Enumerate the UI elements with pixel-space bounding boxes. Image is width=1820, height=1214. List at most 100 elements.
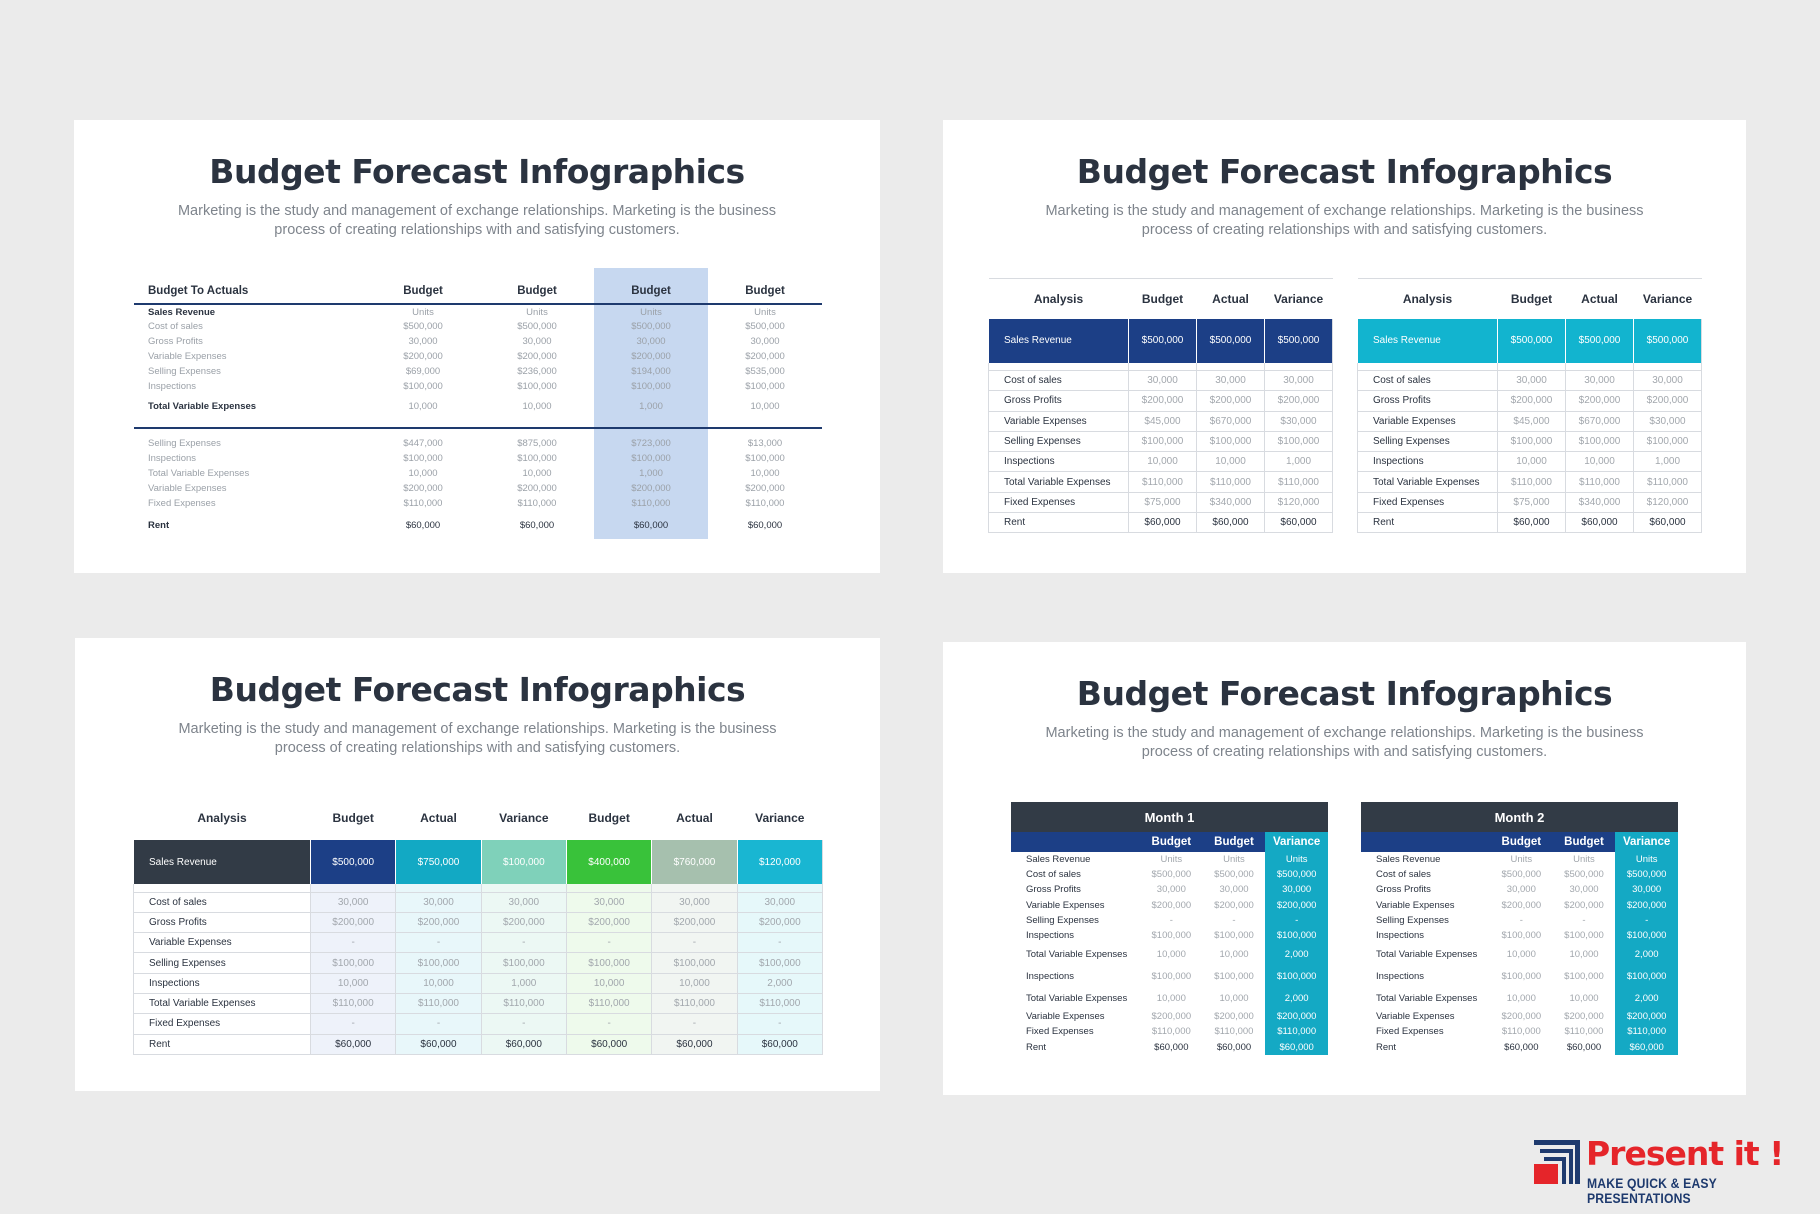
table-cell: $200,000 bbox=[594, 481, 708, 496]
table-row: Rent $60,000 $60,000 $60,000 bbox=[1011, 1039, 1328, 1055]
table-row: Gross Profits $200,000 $200,000 $200,000 bbox=[988, 390, 1333, 412]
table-cell: - bbox=[651, 932, 738, 954]
row-label: Total Variable Expenses bbox=[148, 468, 250, 479]
row-label: Total Variable Expenses bbox=[133, 993, 311, 1015]
table-row: Cost of sales $500,000 $500,000 $500,000 bbox=[1011, 867, 1328, 883]
table-cell: $110,000 bbox=[745, 498, 785, 509]
table-cell: $110,000 bbox=[1128, 471, 1197, 493]
table-cell: $100,000 bbox=[1214, 970, 1254, 982]
table-cell: 10,000 bbox=[1219, 948, 1249, 960]
table-cell: $500,000 bbox=[594, 319, 708, 334]
table-row: Inspections $100,000 $100,000 $100,000 $100,… bbox=[134, 379, 822, 394]
table-cell: $500,000 bbox=[1264, 318, 1333, 363]
row-label: Cost of sales bbox=[988, 370, 1129, 392]
table-cell: $100,000 bbox=[1196, 431, 1265, 453]
row-label: Selling Expenses bbox=[1026, 914, 1099, 926]
table-row: Rent $60,000 $60,000 $60,000 $60,000 $60,000 $… bbox=[133, 1034, 823, 1055]
row-label: Variable Expenses bbox=[1026, 899, 1105, 911]
table-cell: $200,000 bbox=[1214, 899, 1254, 911]
row-label: Variable Expenses bbox=[988, 411, 1129, 432]
subtitle-line: Marketing is the study and management of… bbox=[1045, 203, 1644, 219]
table-cell: $100,000 bbox=[1151, 970, 1192, 982]
table-cell: - bbox=[1169, 914, 1173, 926]
table-cell: $60,000 bbox=[594, 511, 708, 539]
table-cell: 10,000 bbox=[1497, 451, 1566, 473]
analysis-table-teal: Analysis Budget Actual Variance Sales Revenu… bbox=[1357, 278, 1702, 534]
present-it-logo: Present it ! MAKE QUICK & EASY PRESENTAT… bbox=[1534, 1134, 1796, 1206]
table-cell: $110,000 bbox=[1501, 1026, 1541, 1038]
table-header-row: Budget Budget Variance bbox=[1011, 832, 1328, 852]
table-cell: - bbox=[395, 932, 482, 954]
slide-title: Budget Forecast Infographics bbox=[209, 152, 745, 191]
row-label: Cost of sales bbox=[1357, 370, 1498, 392]
table-cell: 30,000 bbox=[1265, 882, 1328, 898]
table-cell: $110,000 bbox=[651, 993, 738, 1015]
table-cell: $200,000 bbox=[1265, 1009, 1328, 1025]
table-row: Inspections $100,000 $100,000 $100,000 bbox=[1361, 965, 1678, 988]
table-cell: $110,000 bbox=[736, 993, 823, 1015]
table-row: Fixed Expenses $110,000 $110,000 $110,000 $1… bbox=[134, 496, 822, 511]
table-cell: $236,000 bbox=[517, 366, 557, 377]
table-cell: $100,000 bbox=[1615, 965, 1678, 988]
table-row: Gross Profits $200,000 $200,000 $200,000 bbox=[1357, 390, 1702, 412]
row-label: Inspections bbox=[1376, 930, 1425, 942]
table-cell: 30,000 bbox=[1633, 370, 1702, 392]
table-cell: $500,000 bbox=[1151, 869, 1192, 881]
table-cell: $60,000 bbox=[1265, 1039, 1328, 1055]
rent-row: Rent $60,000 $60,000 $60,000 $60,000 bbox=[134, 511, 822, 539]
table-cell: $110,000 bbox=[565, 993, 652, 1015]
sales-revenue-row: Sales Revenue $500,000 $500,000 $500,000 bbox=[1357, 318, 1702, 363]
row-label: Inspections bbox=[1376, 970, 1425, 982]
spacer-cell bbox=[594, 428, 708, 436]
table-cell: 10,000 bbox=[1565, 451, 1634, 473]
row-label: Cost of sales bbox=[148, 321, 203, 332]
table-cell: 10,000 bbox=[1128, 451, 1197, 473]
table-cell: $100,000 bbox=[736, 952, 823, 974]
table-row: Inspections 10,000 10,000 1,000 10,000 10,000… bbox=[133, 973, 823, 994]
row-label: Fixed Expenses bbox=[1376, 1026, 1444, 1038]
subtitle-line: Marketing is the study and management of… bbox=[177, 203, 777, 219]
table-cell: Variance bbox=[1615, 832, 1678, 852]
table-row: Variable Expenses - - - - - - bbox=[133, 932, 823, 954]
table-cell: 10,000 bbox=[408, 468, 438, 479]
table-cell: $535,000 bbox=[745, 366, 785, 377]
row-label: Fixed Expenses bbox=[133, 1013, 311, 1035]
slide-subtitle: Marketing is the study and management of… bbox=[164, 202, 790, 240]
table-cell: $200,000 bbox=[1615, 897, 1678, 913]
table-row: Inspections 10,000 10,000 1,000 bbox=[988, 451, 1333, 473]
table-cell: $200,000 bbox=[651, 912, 738, 934]
table-cell: 10,000 bbox=[1569, 992, 1599, 1004]
row-label: Selling Expenses bbox=[1376, 914, 1449, 926]
row-label: Selling Expenses bbox=[1357, 431, 1498, 453]
table-row: Rent $60,000 $60,000 $60,000 bbox=[1357, 512, 1702, 534]
table-row: Total Variable Expenses 10,000 10,000 2,000 bbox=[1361, 943, 1678, 966]
row-label: Total Variable Expenses bbox=[1376, 948, 1478, 960]
table-cell: Units bbox=[526, 306, 548, 318]
table-cell: $110,000 bbox=[1196, 471, 1265, 493]
table-cell: - bbox=[736, 1013, 823, 1035]
spacer-row bbox=[134, 428, 822, 436]
table-cell: $100,000 bbox=[745, 381, 785, 392]
spacer-cell bbox=[1497, 362, 1566, 371]
spacer-cell bbox=[565, 884, 652, 893]
table-cell: Budget bbox=[588, 811, 630, 825]
spacer-cell bbox=[708, 418, 822, 429]
table-cell: $447,000 bbox=[403, 438, 443, 449]
spacer-cell bbox=[708, 428, 822, 436]
table-cell: $60,000 bbox=[1264, 512, 1333, 534]
table-cell: $30,000 bbox=[1633, 411, 1702, 432]
table-cell: 2,000 bbox=[1615, 987, 1678, 1010]
table-cell: $723,000 bbox=[594, 436, 708, 451]
table-cell: $200,000 bbox=[1633, 390, 1702, 412]
table-cell: $500,000 bbox=[517, 321, 557, 332]
table-cell: 1,000 bbox=[594, 466, 708, 481]
table-row: Cost of sales $500,000 $500,000 $500,000 bbox=[1361, 867, 1678, 883]
table-row: Total Variable Expenses $110,000 $110,000 $… bbox=[988, 471, 1333, 493]
table-cell: $200,000 bbox=[594, 349, 708, 364]
budget-to-actuals-table: Budget To Actuals Budget Budget Budget Budge… bbox=[134, 268, 822, 539]
table-cell: $100,000 bbox=[403, 453, 443, 464]
table-cell: $500,000 bbox=[309, 840, 396, 884]
table-row: Selling Expenses $100,000 $100,000 $100,000 bbox=[1357, 431, 1702, 453]
table-cell: $60,000 bbox=[309, 1034, 396, 1055]
table-row: Variable Expenses $200,000 $200,000 $200,00… bbox=[1011, 897, 1328, 913]
